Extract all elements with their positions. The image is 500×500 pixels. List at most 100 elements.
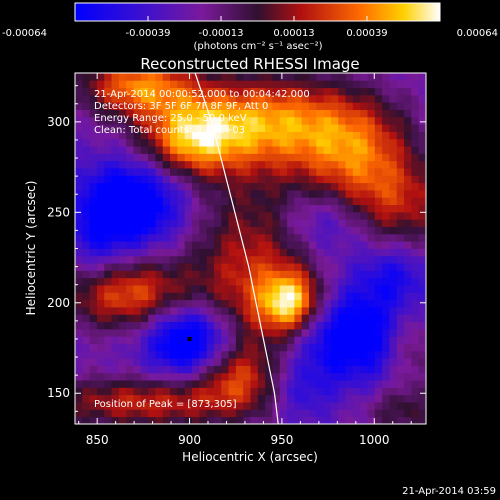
- heatmap-cell: [279, 116, 288, 125]
- heatmap-cell: [155, 116, 164, 125]
- heatmap-cell: [418, 248, 426, 257]
- heatmap-cell: [177, 416, 186, 424]
- heatmap-cell: [374, 190, 383, 198]
- heatmap-cell: [177, 387, 186, 396]
- heatmap-cell: [221, 226, 229, 235]
- heatmap-cell: [272, 168, 281, 176]
- heatmap-cell: [309, 416, 317, 424]
- heatmap-cell: [374, 336, 383, 344]
- heatmap-cell: [118, 204, 127, 213]
- heatmap-cell: [352, 211, 361, 220]
- heatmap-cell: [330, 307, 339, 315]
- heatmap-cell: [279, 73, 288, 81]
- heatmap-cell: [360, 124, 368, 132]
- heatmap-cell: [287, 94, 295, 103]
- heatmap-cell: [243, 394, 251, 403]
- heatmap-cell: [287, 190, 295, 198]
- heatmap-cell: [272, 292, 281, 301]
- heatmap-cell: [360, 182, 368, 191]
- heatmap-cell: [221, 285, 229, 293]
- heatmap-cell: [294, 343, 303, 352]
- heatmap-cell: [338, 190, 346, 198]
- heatmap-cell: [228, 153, 237, 162]
- heatmap-cell: [126, 233, 134, 242]
- heatmap-cell: [111, 80, 120, 89]
- heatmap-cell: [294, 307, 303, 315]
- heatmap-cell: [330, 87, 339, 96]
- heatmap-cell: [118, 350, 127, 359]
- heatmap-cell: [140, 102, 149, 110]
- heatmap-cell: [82, 380, 91, 388]
- heatmap-cell: [75, 372, 83, 381]
- heatmap-cell: [382, 211, 390, 220]
- heatmap-cell: [265, 160, 273, 169]
- heatmap-cell: [75, 270, 83, 279]
- heatmap-cell: [89, 182, 98, 191]
- heatmap-cell: [89, 80, 98, 89]
- heatmap-cell: [126, 182, 134, 191]
- heatmap-cell: [374, 146, 383, 154]
- heatmap-cell: [82, 197, 91, 206]
- heatmap-cell: [272, 255, 281, 264]
- heatmap-cell: [389, 241, 398, 249]
- heatmap-cell: [374, 248, 383, 257]
- heatmap-cell: [155, 146, 164, 154]
- heatmap-cell: [367, 321, 376, 330]
- heatmap-cell: [411, 292, 420, 301]
- heatmap-cell: [257, 219, 266, 227]
- heatmap-cell: [411, 87, 420, 96]
- heatmap-cell: [272, 336, 281, 344]
- heatmap-cell: [309, 380, 317, 388]
- heatmap-cell: [184, 248, 193, 257]
- heatmap-cell: [199, 263, 208, 271]
- heatmap-cell: [389, 263, 398, 271]
- heatmap-cell: [279, 94, 288, 103]
- heatmap-cell: [367, 116, 376, 125]
- heatmap-cell: [330, 299, 339, 308]
- heatmap-cell: [213, 328, 222, 337]
- heatmap-cell: [192, 387, 200, 396]
- heatmap-cell: [206, 270, 215, 279]
- heatmap-cell: [148, 116, 156, 125]
- heatmap-cell: [301, 402, 310, 410]
- heatmap-cell: [126, 168, 134, 176]
- heatmap-cell: [279, 285, 288, 293]
- heatmap-cell: [367, 102, 376, 110]
- heatmap-cell: [396, 307, 405, 315]
- heatmap-cell: [96, 270, 105, 279]
- heatmap-cell: [89, 255, 98, 264]
- heatmap-cell: [213, 241, 222, 249]
- heatmap-cell: [360, 336, 368, 344]
- heatmap-cell: [170, 182, 178, 191]
- heatmap-cell: [243, 197, 251, 206]
- heatmap-cell: [155, 102, 164, 110]
- heatmap-cell: [140, 328, 149, 337]
- heatmap-cell: [257, 204, 266, 213]
- heatmap-cell: [104, 73, 112, 81]
- heatmap-cell: [323, 372, 332, 381]
- heatmap-cell: [148, 299, 156, 308]
- heatmap-cell: [404, 211, 412, 220]
- heatmap-cell: [374, 358, 383, 366]
- heatmap-cell: [345, 87, 354, 96]
- heatmap-cell: [272, 263, 281, 271]
- heatmap-cell: [309, 314, 317, 323]
- heatmap-cell: [360, 307, 368, 315]
- heatmap-cell: [170, 73, 178, 81]
- heatmap-cell: [316, 292, 325, 301]
- heatmap-cell: [265, 219, 273, 227]
- heatmap-cell: [243, 277, 251, 286]
- heatmap-cell: [338, 321, 346, 330]
- heatmap-cell: [411, 343, 420, 352]
- heatmap-cell: [404, 336, 412, 344]
- heatmap-cell: [257, 168, 266, 176]
- heatmap-cell: [287, 336, 295, 344]
- annotation-energy: Energy Range: 25.0 - 50.0 keV: [94, 113, 247, 124]
- heatmap-cell: [177, 219, 186, 227]
- heatmap-cell: [287, 248, 295, 257]
- heatmap-cell: [294, 409, 303, 418]
- heatmap-cell: [250, 270, 259, 279]
- heatmap-cell: [148, 387, 156, 396]
- heatmap-cell: [221, 160, 229, 169]
- heatmap-cell: [82, 80, 91, 89]
